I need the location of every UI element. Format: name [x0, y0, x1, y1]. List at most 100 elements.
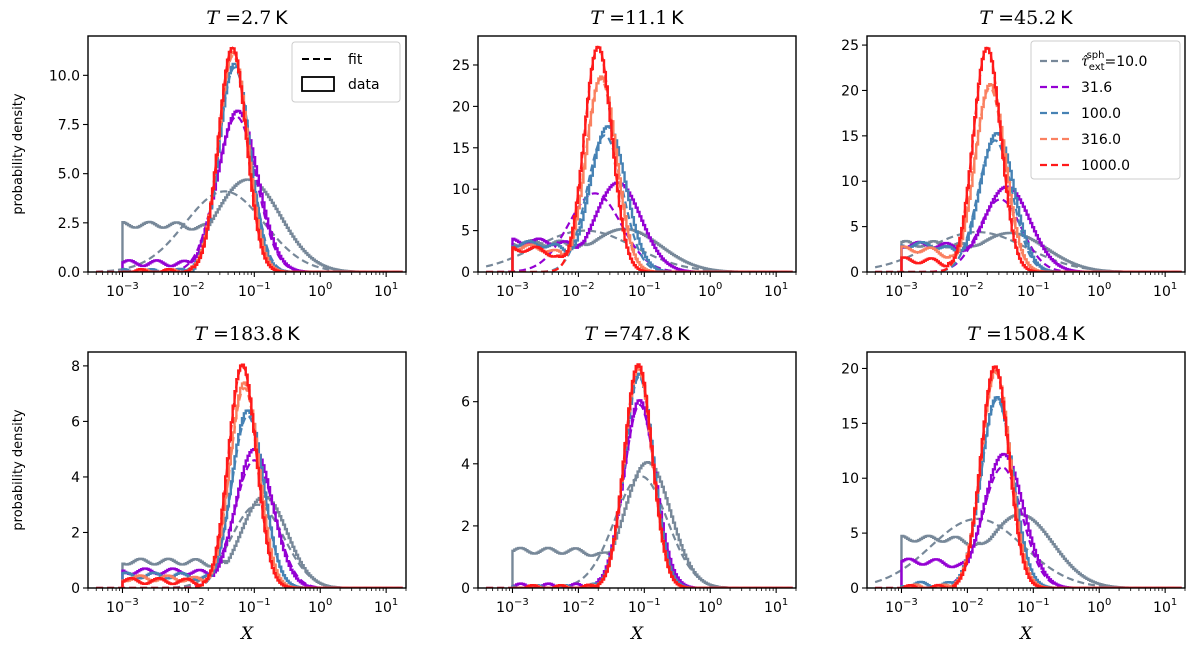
x-tick-exp: −2 — [190, 281, 205, 292]
data-series-100.0 — [900, 132, 1182, 272]
fit-series-31.6 — [486, 403, 790, 588]
x-tick-exp: −3 — [514, 281, 529, 292]
x-tick-base: 10 — [1017, 284, 1035, 300]
x-tick-exp: 0 — [1105, 281, 1111, 292]
y-tick-label: 8 — [71, 359, 80, 375]
x-tick-base: 10 — [764, 284, 782, 300]
y-tick-label: 20 — [841, 361, 859, 377]
y-tick-label: 20 — [452, 99, 470, 115]
x-tick-label: 100 — [308, 597, 332, 616]
x-tick-label: 10−1 — [238, 281, 271, 300]
axes-frame — [87, 35, 407, 273]
y-tick-label: 15 — [841, 129, 859, 145]
data-series-100.0 — [511, 125, 793, 272]
fit-series-100.0 — [486, 134, 790, 272]
y-tick-label: 2.5 — [58, 216, 80, 232]
x-tick-label: 100 — [698, 281, 722, 300]
plot-area — [485, 45, 793, 272]
y-tick-label: 0.0 — [58, 265, 80, 281]
panel-title: T =11.1 K — [590, 7, 684, 29]
x-tick-exp: −2 — [969, 597, 984, 608]
x-tick-exp: 1 — [782, 281, 788, 292]
x-tick-exp: −2 — [190, 597, 205, 608]
title-eq: = — [992, 7, 1014, 29]
x-tick-exp: −1 — [1035, 597, 1050, 608]
y-tick-label: 0 — [461, 581, 470, 597]
panel-title: T =2.7 K — [206, 7, 288, 29]
fit-series-10.0 — [486, 475, 790, 588]
data-series-316.0 — [900, 82, 1182, 272]
axes-frame — [866, 351, 1186, 589]
x-tick-label: 101 — [374, 597, 398, 616]
x-tick-base: 10 — [1087, 284, 1105, 300]
y-tick-label: 10 — [452, 182, 470, 198]
x-tick-exp: 1 — [1171, 597, 1177, 608]
x-tick-label: 101 — [764, 281, 788, 300]
x-tick-exp: −1 — [646, 281, 661, 292]
fit-series-100.0 — [875, 398, 1179, 588]
x-tick-exp: −2 — [969, 281, 984, 292]
x-axis-label: X — [1018, 624, 1033, 644]
x-tick-label: 10−2 — [951, 597, 984, 616]
x-tick-base: 10 — [374, 284, 392, 300]
data-series-31.6 — [900, 452, 1182, 588]
x-tick-label: 10−2 — [951, 281, 984, 300]
data-series-1000.0 — [900, 46, 1182, 272]
x-tick-exp: −3 — [124, 281, 139, 292]
x-tick-exp: 1 — [782, 597, 788, 608]
x-tick-exp: −2 — [580, 281, 595, 292]
x-tick-base: 10 — [238, 284, 256, 300]
x-tick-base: 10 — [238, 600, 256, 616]
x-tick-exp: −1 — [256, 597, 271, 608]
y-tick-label: 6 — [461, 395, 470, 411]
legend-title-sub: ext — [1089, 62, 1105, 73]
x-tick-exp: −1 — [1035, 281, 1050, 292]
x-axis-label: X — [629, 624, 644, 644]
title-var: T — [194, 323, 208, 345]
legend-fit-label: fit — [348, 52, 363, 68]
x-tick-label: 100 — [698, 597, 722, 616]
legend-style: fit data — [291, 41, 401, 103]
x-tick-exp: 0 — [716, 281, 722, 292]
title-value: 183.8 — [229, 323, 283, 345]
legend-tau: τ̂extsph=10.0 31.6 100.0 316.0 1000.0 — [1030, 40, 1181, 180]
panel-title: T =45.2 K — [979, 7, 1073, 29]
x-tick-base: 10 — [106, 600, 124, 616]
x-tick-base: 10 — [1087, 600, 1105, 616]
axes-frame — [477, 35, 797, 273]
y-tick-label: 5.0 — [58, 167, 80, 183]
plot-area — [874, 365, 1182, 588]
data-series-100.0 — [900, 395, 1182, 588]
legend-label-316.0: 316.0 — [1081, 132, 1121, 148]
data-series-100.0 — [511, 372, 793, 588]
x-tick-exp: 0 — [326, 597, 332, 608]
title-value: 45.2 — [1014, 7, 1056, 29]
title-eq: = — [219, 7, 241, 29]
x-tick-label: 101 — [1153, 281, 1177, 300]
x-tick-label: 10−2 — [562, 597, 595, 616]
panel-title: T =183.8 K — [194, 323, 300, 345]
data-series-316.0 — [512, 366, 793, 588]
y-axis-label: probability density — [11, 409, 26, 530]
x-tick-base: 10 — [1153, 600, 1171, 616]
fit-series-100.0 — [96, 414, 400, 588]
y-tick-label: 0 — [850, 265, 859, 281]
y-tick-label: 5 — [850, 526, 859, 542]
title-eq: = — [597, 323, 619, 345]
x-tick-base: 10 — [308, 600, 326, 616]
data-series-316.0 — [901, 369, 1182, 588]
y-tick-label: 10 — [841, 174, 859, 190]
data-series-10.0 — [900, 513, 1182, 588]
data-series-1000.0 — [901, 365, 1182, 588]
title-value: 747.8 — [619, 323, 673, 345]
x-tick-exp: 1 — [392, 597, 398, 608]
x-tick-exp: 1 — [392, 281, 398, 292]
data-series-1000.0 — [511, 45, 793, 272]
x-tick-label: 10−3 — [106, 281, 139, 300]
fit-series-100.0 — [486, 375, 790, 588]
x-tick-base: 10 — [496, 284, 514, 300]
